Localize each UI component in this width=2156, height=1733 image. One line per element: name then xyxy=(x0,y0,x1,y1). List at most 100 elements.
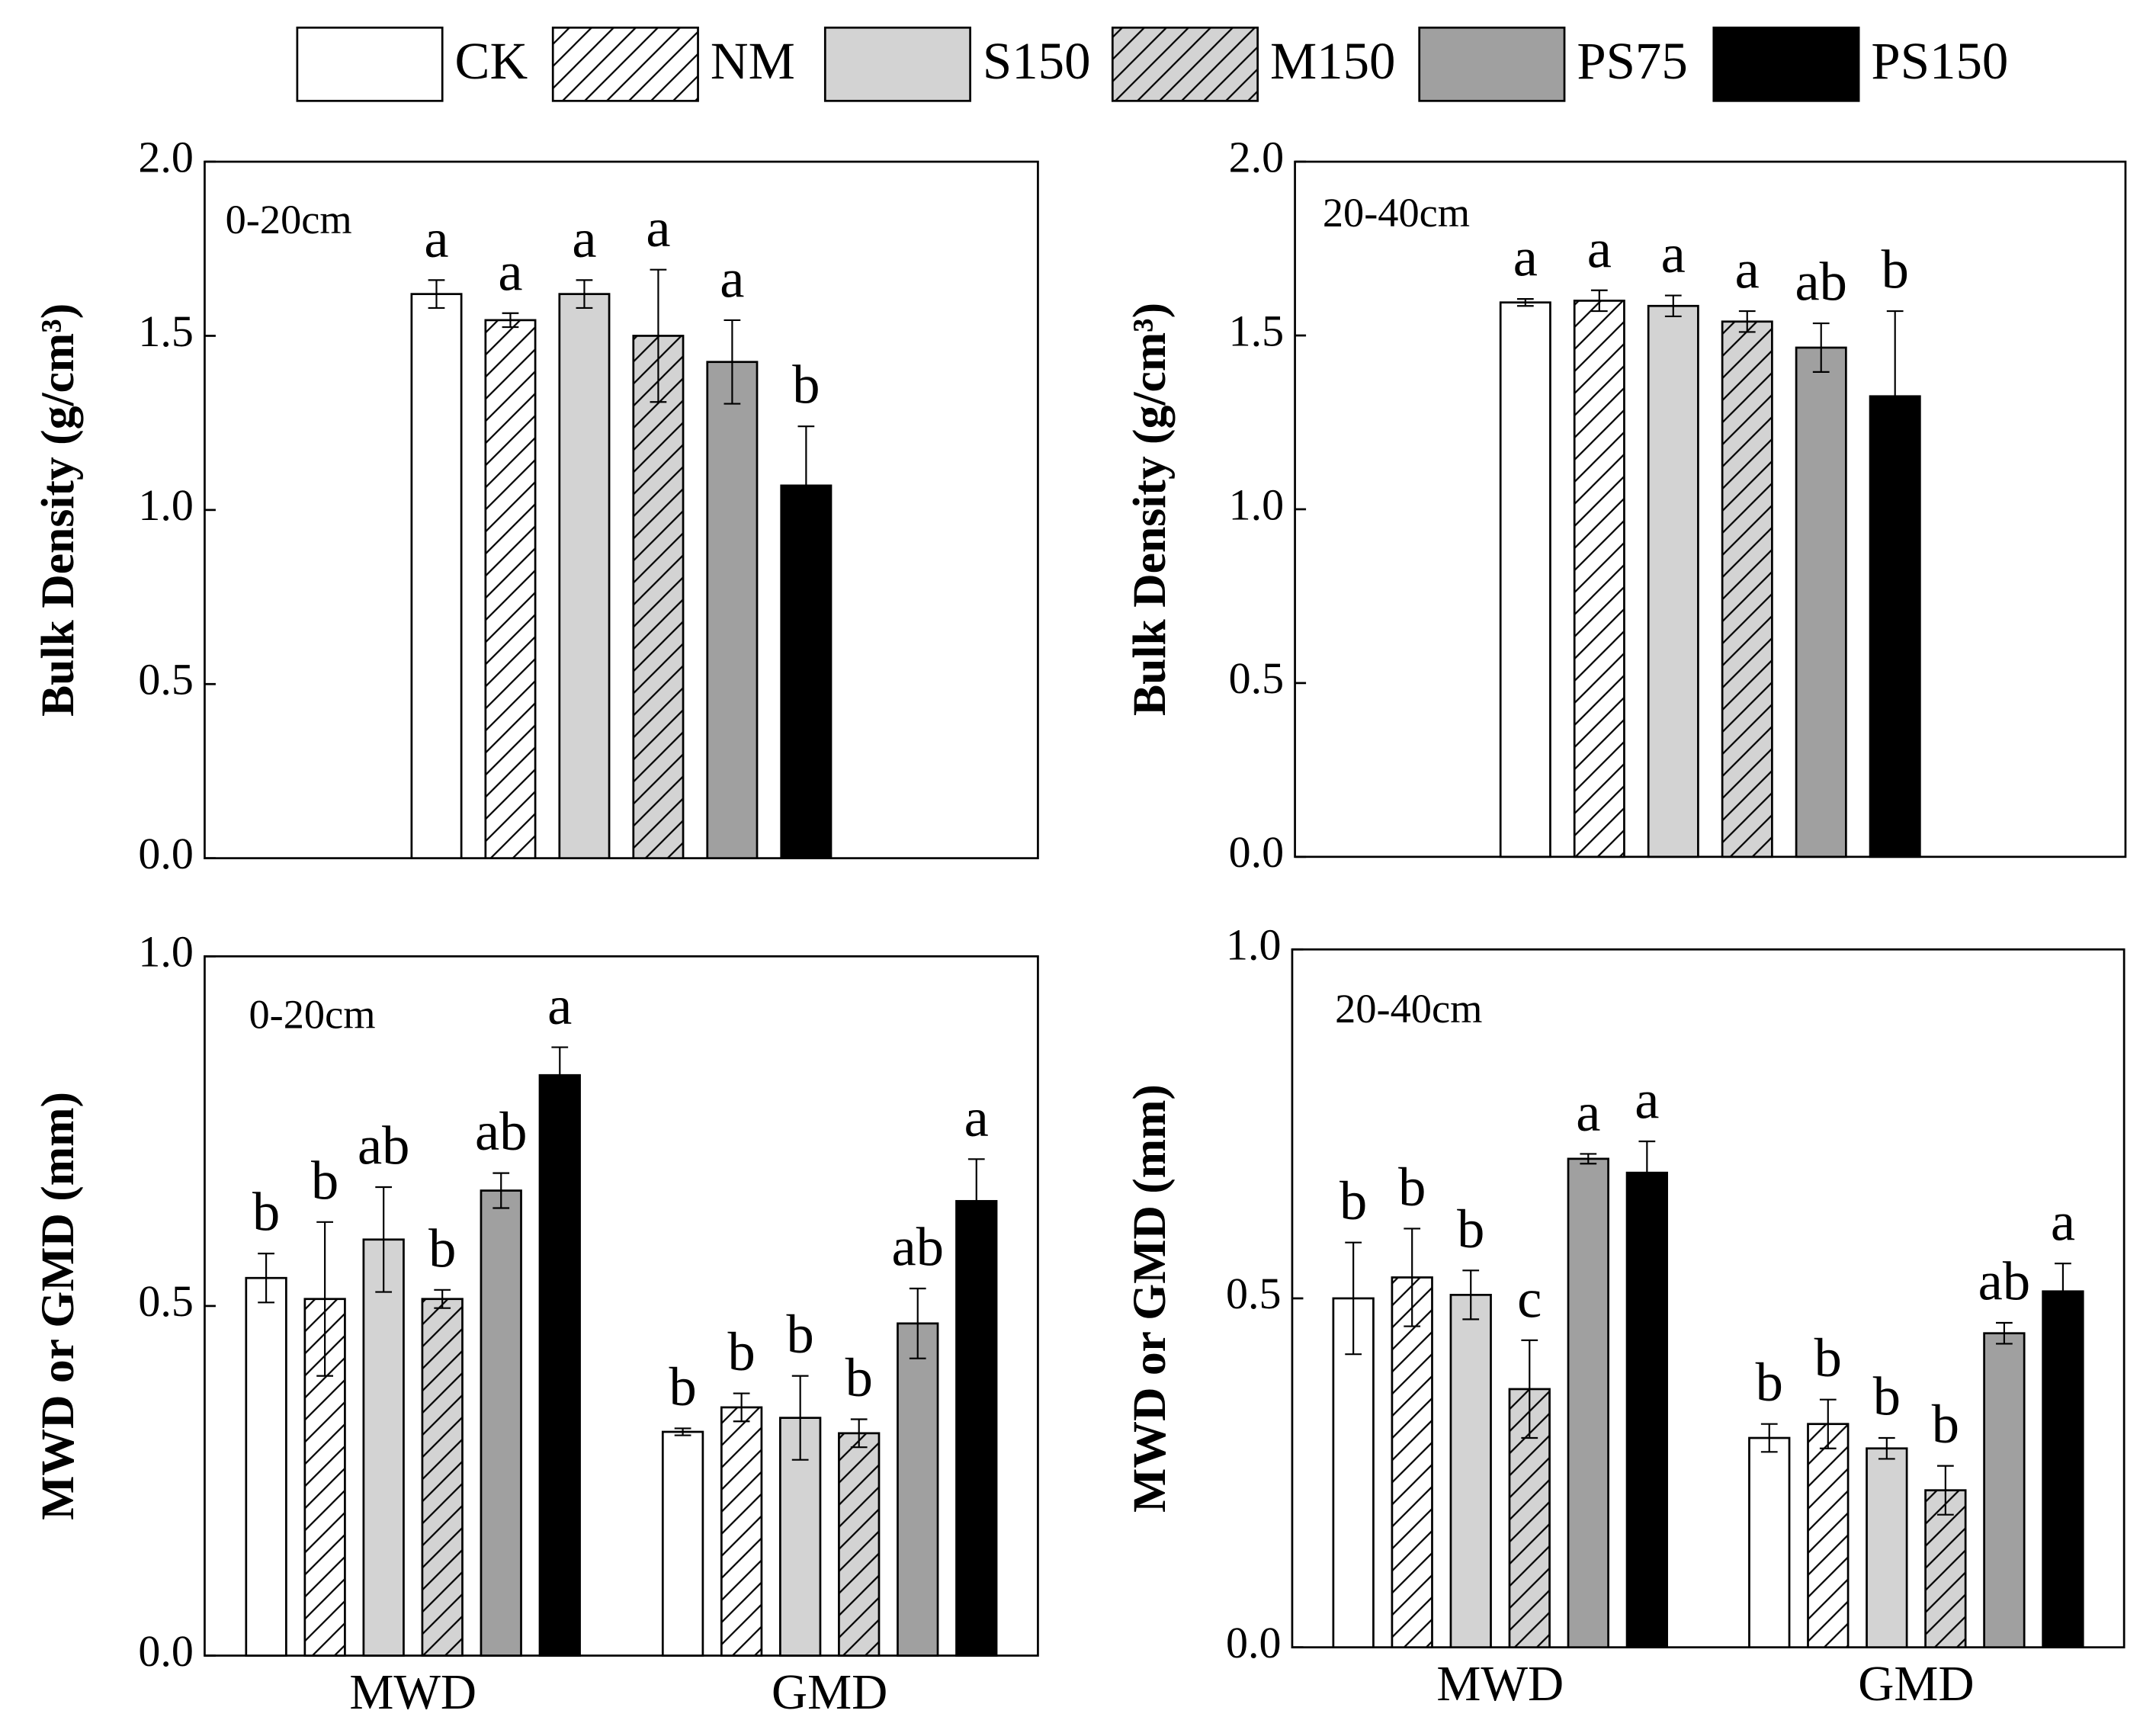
bar xyxy=(720,1406,763,1657)
bar xyxy=(1449,1294,1492,1648)
significance-letter: b xyxy=(1814,1327,1842,1388)
bar xyxy=(1924,1489,1967,1648)
error-bar xyxy=(1638,1140,1656,1205)
y-tick-label: 1.0 xyxy=(1229,480,1285,529)
significance-letter: b xyxy=(728,1321,756,1382)
error-bar xyxy=(1590,289,1608,313)
significance-letter: a xyxy=(1576,1081,1600,1143)
error-bar xyxy=(502,312,519,329)
error-bar xyxy=(551,1046,569,1105)
bar xyxy=(779,1417,822,1657)
y-tick-label: 0.5 xyxy=(138,1276,194,1326)
significance-letter: b xyxy=(1882,239,1909,300)
significance-letter: b xyxy=(845,1346,873,1408)
error-bar xyxy=(434,1289,451,1309)
bar xyxy=(1721,320,1773,858)
bar xyxy=(480,1189,522,1657)
error-bar xyxy=(492,1172,510,1209)
bar xyxy=(245,1276,287,1657)
bar xyxy=(1499,301,1551,858)
error-bar xyxy=(674,1427,691,1436)
error-bar xyxy=(733,1392,750,1423)
error-bar xyxy=(1345,1241,1362,1356)
y-tick-label: 0.5 xyxy=(1226,1269,1282,1318)
bar xyxy=(538,1073,581,1657)
bar xyxy=(1748,1436,1791,1648)
significance-letter: ab xyxy=(892,1215,944,1277)
significance-letter: a xyxy=(1587,217,1612,279)
error-bar xyxy=(1996,1321,2013,1345)
significance-letter: ab xyxy=(1978,1250,2030,1311)
significance-letter: b xyxy=(669,1356,696,1417)
y-axis-label: Bulk Density (g/cm³) xyxy=(32,303,84,717)
legend-swatch xyxy=(823,26,971,102)
plot-frame xyxy=(1294,160,2127,858)
legend-label: PS150 xyxy=(1871,32,2008,90)
error-bar xyxy=(1738,310,1756,333)
error-bar xyxy=(1886,310,1904,483)
bar xyxy=(1983,1332,2026,1648)
error-bar xyxy=(316,1221,334,1377)
y-tick-label: 1.0 xyxy=(138,480,194,530)
y-tick-label: 1.0 xyxy=(1226,920,1282,970)
y-tick-label: 0.5 xyxy=(1229,653,1285,703)
y-axis-label: MWD or GMD (mm) xyxy=(32,1092,84,1520)
bar xyxy=(1807,1423,1850,1648)
significance-letter: b xyxy=(1756,1351,1783,1413)
y-tick-label: 2.0 xyxy=(1229,132,1285,181)
x-tick-label: MWD xyxy=(1436,1657,1564,1712)
plot-frame xyxy=(204,160,1039,859)
y-tick-label: 0.5 xyxy=(138,655,194,704)
significance-letter: a xyxy=(572,207,596,269)
significance-letter: b xyxy=(1398,1156,1426,1218)
legend-label: PS75 xyxy=(1577,32,1687,90)
legend-swatch xyxy=(1111,26,1259,102)
annotation: 20-40cm xyxy=(1335,986,1482,1032)
bar xyxy=(780,484,833,859)
significance-letter: c xyxy=(1517,1267,1542,1329)
significance-letter: b xyxy=(1339,1170,1367,1231)
bar xyxy=(410,293,463,859)
bar xyxy=(706,361,759,859)
significance-letter: a xyxy=(1661,223,1686,284)
error-bar xyxy=(1819,1398,1837,1449)
y-tick-label: 2.0 xyxy=(138,132,194,181)
significance-letter: b xyxy=(428,1217,456,1279)
legend-swatch xyxy=(1418,26,1566,102)
error-bar xyxy=(1760,1423,1778,1453)
bar xyxy=(2042,1290,2084,1648)
annotation: 0-20cm xyxy=(226,197,352,242)
error-bar xyxy=(1462,1269,1480,1321)
significance-letter: b xyxy=(1873,1366,1901,1427)
bar xyxy=(1795,346,1847,858)
significance-letter: b xyxy=(787,1303,814,1365)
significance-letter: a xyxy=(1513,226,1538,288)
significance-letter: b xyxy=(1457,1198,1484,1260)
y-tick-label: 0.0 xyxy=(1226,1618,1282,1667)
bar xyxy=(661,1430,704,1657)
significance-letter: ab xyxy=(358,1114,409,1176)
y-tick-label: 1.5 xyxy=(138,306,194,356)
annotation: 0-20cm xyxy=(249,991,375,1037)
error-bar xyxy=(1516,298,1534,307)
error-bar xyxy=(723,319,741,405)
significance-letter: a xyxy=(1735,239,1760,300)
bar xyxy=(897,1322,939,1657)
significance-letter: a xyxy=(424,207,448,269)
x-tick-label: MWD xyxy=(349,1665,476,1720)
significance-letter: a xyxy=(964,1086,989,1148)
legend-label: S150 xyxy=(983,32,1091,90)
significance-letter: ab xyxy=(475,1100,527,1162)
bar xyxy=(1647,304,1699,858)
significance-letter: ab xyxy=(1795,251,1847,313)
error-bar xyxy=(576,279,593,310)
bar xyxy=(484,319,537,859)
error-bar xyxy=(1521,1339,1538,1439)
error-bar xyxy=(1936,1465,1954,1516)
significance-letter: a xyxy=(498,240,522,302)
error-bar xyxy=(428,279,445,310)
bar xyxy=(1625,1171,1668,1648)
bar xyxy=(1391,1276,1433,1648)
significance-letter: b xyxy=(252,1181,280,1243)
